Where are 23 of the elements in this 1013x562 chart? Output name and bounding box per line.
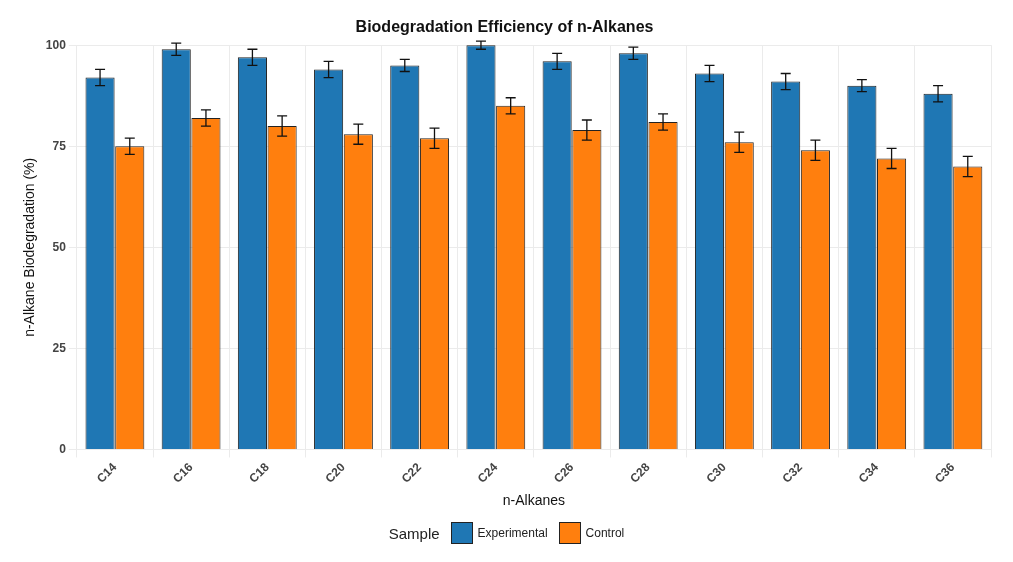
x-tick-label: C16 — [170, 459, 196, 486]
x-tick-label: C34 — [855, 459, 882, 486]
x-tick-label: C28 — [627, 459, 653, 486]
legend-label: Control — [585, 526, 625, 540]
x-tick-label: C20 — [322, 459, 349, 486]
x-tick-label: C30 — [703, 459, 730, 486]
x-tick-label: C24 — [474, 459, 501, 486]
y-tick-label: 0 — [59, 441, 67, 456]
x-tick-label: C26 — [551, 459, 577, 486]
x-tick-label: C22 — [398, 459, 425, 486]
x-tick-label: C36 — [931, 459, 958, 486]
y-tick-label: 25 — [52, 340, 67, 355]
legend-title: Sample — [388, 524, 440, 542]
x-tick-label: C32 — [779, 459, 806, 486]
chart-title: Biodegradation Efficiency of n-Alkanes — [355, 18, 654, 36]
legend-label: Experimental — [477, 526, 548, 540]
y-tick-label: 75 — [52, 138, 67, 153]
x-tick-label: C14 — [93, 459, 120, 486]
x-tick-label: C18 — [246, 459, 272, 486]
y-axis-title: n-Alkane Biodegradation (%) — [21, 157, 38, 337]
y-tick-label: 50 — [52, 239, 67, 254]
y-tick-label: 100 — [45, 37, 67, 52]
x-axis-title: n-Alkanes — [502, 492, 566, 509]
